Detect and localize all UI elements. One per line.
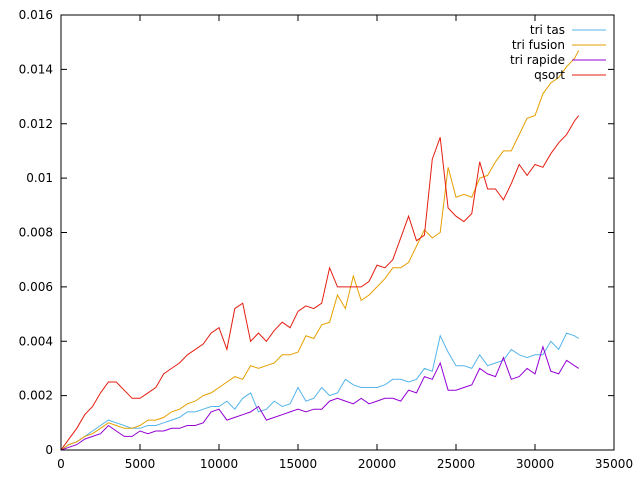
y-tick-label: 0 — [45, 443, 53, 457]
x-tick-label: 15000 — [279, 457, 317, 471]
legend-label: tri tas — [530, 23, 565, 37]
x-tick-label: 20000 — [358, 457, 396, 471]
x-tick-label: 35000 — [595, 457, 633, 471]
x-tick-label: 10000 — [200, 457, 238, 471]
series-layer — [60, 50, 580, 451]
x-tick-label: 0 — [57, 457, 65, 471]
x-tick-label: 25000 — [437, 457, 475, 471]
y-tick-label: 0.012 — [19, 117, 53, 131]
y-tick-label: 0.006 — [19, 280, 53, 294]
series-line-tri-fusion — [60, 50, 580, 451]
x-tick-label: 5000 — [125, 457, 156, 471]
series-line-tri-rapide — [60, 344, 579, 451]
series-line-qsort — [60, 115, 580, 451]
legend-label: qsort — [534, 68, 565, 82]
y-tick-label: 0.004 — [19, 334, 53, 348]
y-tick-label: 0.014 — [19, 62, 53, 76]
legend-label: tri rapide — [510, 53, 565, 67]
y-tick-label: 0.008 — [19, 226, 53, 240]
y-tick-label: 0.016 — [19, 8, 53, 22]
x-tick-label: 30000 — [516, 457, 554, 471]
series-line-tri-tas — [60, 332, 579, 451]
plot-frame — [60, 14, 615, 451]
legend-label: tri fusion — [512, 38, 565, 52]
y-tick-label: 0.01 — [26, 171, 53, 185]
ticks-layer: 0 0.002 0.004 0.006 0.008 0.01 0.012 0.014 0.016… — [19, 8, 633, 471]
y-tick-label: 0.002 — [19, 389, 53, 403]
